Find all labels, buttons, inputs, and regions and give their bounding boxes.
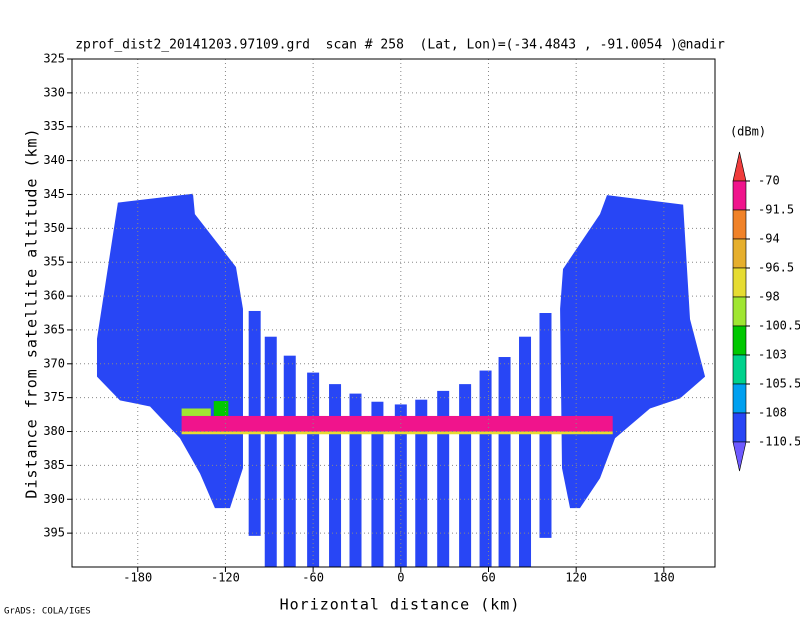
colorbar-label: -98	[758, 290, 780, 304]
y-tick-label: 325	[43, 52, 65, 66]
swath-stripe	[519, 336, 532, 567]
colorbar-label: -70	[758, 174, 780, 188]
swath-stripe	[283, 355, 296, 567]
x-tick-label: 60	[481, 571, 495, 585]
swath-stripe	[394, 404, 407, 567]
surface-band	[181, 431, 613, 435]
swath-stripe	[415, 399, 428, 567]
y-tick-label: 385	[43, 458, 65, 472]
colorbar-label: -96.5	[758, 261, 794, 275]
swath-stripe	[371, 401, 384, 567]
surface-band	[213, 401, 229, 416]
colorbar-label: -105.5	[758, 377, 800, 391]
colorbar-label: -100.5	[758, 319, 800, 333]
x-tick-label: 0	[397, 571, 404, 585]
colorbar-segment	[732, 383, 747, 414]
colorbar-segment	[732, 354, 747, 385]
y-tick-label: 330	[43, 85, 65, 99]
colorbar-unit: (dBm)	[730, 125, 766, 139]
swath-stripe	[349, 393, 362, 567]
swath-stripe	[307, 372, 320, 567]
y-tick-label: 370	[43, 356, 65, 370]
colorbar-segment	[732, 325, 747, 356]
y-tick-label: 360	[43, 289, 65, 303]
swath-stripe	[329, 384, 342, 567]
surface-band	[181, 408, 211, 416]
y-tick-label: 365	[43, 322, 65, 336]
y-axis-label: Distance from satellite altitude (km)	[23, 127, 41, 498]
y-tick-label: 350	[43, 221, 65, 235]
surface-band	[181, 415, 613, 432]
colorbar-segment	[732, 209, 747, 240]
colorbar-label: -103	[758, 348, 787, 362]
colorbar-label: -91.5	[758, 203, 794, 217]
colorbar-segment	[732, 296, 747, 327]
y-tick-label: 345	[43, 187, 65, 201]
y-tick-label: 335	[43, 119, 65, 133]
y-tick-label: 355	[43, 255, 65, 269]
swath-stripe	[264, 336, 277, 567]
x-tick-label: -120	[211, 571, 240, 585]
swath-stripe	[459, 384, 472, 567]
colorbar-segment	[732, 180, 747, 211]
colorbar-label: -110.5	[758, 435, 800, 449]
chart-title: zprof_dist2_20141203.97109.grd scan # 25…	[75, 38, 725, 53]
colorbar-segment	[732, 412, 747, 443]
x-tick-label: -60	[302, 571, 324, 585]
colorbar-label: -108	[758, 406, 787, 420]
swath-stripe	[498, 357, 511, 567]
x-tick-label: 180	[653, 571, 675, 585]
colorbar-cap	[732, 441, 747, 472]
swath-stripe	[437, 390, 450, 567]
y-tick-label: 375	[43, 390, 65, 404]
wing-region	[560, 195, 706, 509]
x-axis-label: Horizontal distance (km)	[280, 596, 521, 614]
footer: GrADS: COLA/IGES	[4, 607, 91, 617]
x-tick-label: 120	[565, 571, 587, 585]
y-tick-label: 390	[43, 492, 65, 506]
plot-frame	[71, 58, 716, 568]
swath-stripe	[479, 370, 492, 567]
y-tick-label: 395	[43, 526, 65, 540]
wing-region	[96, 193, 243, 509]
colorbar-cap	[732, 151, 747, 182]
y-tick-label: 380	[43, 424, 65, 438]
colorbar-segment	[732, 267, 747, 298]
colorbar-segment	[732, 238, 747, 269]
colorbar-label: -94	[758, 232, 780, 246]
x-tick-label: -180	[123, 571, 152, 585]
y-tick-label: 340	[43, 153, 65, 167]
